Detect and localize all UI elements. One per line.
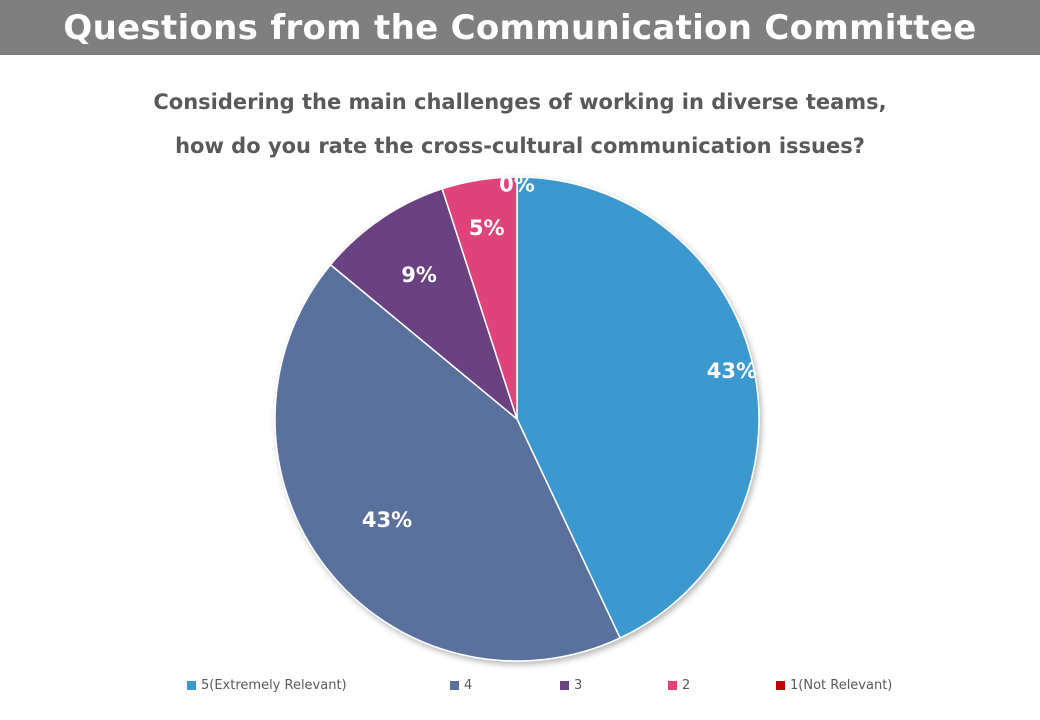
slice-label-2: 43% — [362, 508, 412, 532]
pie-slice-3 — [329, 187, 519, 422]
chart-title-line-1: Considering the main challenges of worki… — [153, 90, 887, 114]
chart-legend: 5(Extremely Relevant) 4 3 2 1(Not Releva… — [0, 678, 1040, 698]
pie-slice-2 — [274, 263, 622, 662]
slice-label-4: 5% — [469, 216, 505, 240]
legend-swatch-2 — [668, 681, 677, 690]
legend-item-3: 3 — [560, 678, 582, 693]
chart-title-line-2: how do you rate the cross-cultural commu… — [175, 134, 865, 158]
chart-title: Considering the main challenges of worki… — [0, 80, 1040, 168]
legend-item-5: 5(Extremely Relevant) — [187, 678, 347, 693]
legend-item-4: 4 — [450, 678, 472, 693]
legend-label-3: 3 — [574, 678, 583, 693]
header-title: Questions from the Communication Committ… — [63, 7, 977, 48]
legend-label-2: 2 — [682, 678, 691, 693]
slice-label-5: 0% — [499, 172, 535, 196]
header-banner: Questions from the Communication Committ… — [0, 0, 1040, 55]
legend-swatch-3 — [560, 681, 569, 690]
legend-item-2: 2 — [668, 678, 690, 693]
legend-label-5: 5(Extremely Relevant) — [201, 678, 347, 693]
pie-slice-1 — [516, 176, 760, 639]
pie-slice-4 — [441, 176, 518, 420]
legend-label-1: 1(Not Relevant) — [790, 678, 893, 693]
legend-label-4: 4 — [464, 678, 473, 693]
slice-label-3: 9% — [401, 263, 437, 287]
legend-swatch-4 — [450, 681, 459, 690]
legend-item-1: 1(Not Relevant) — [776, 678, 892, 693]
legend-swatch-5 — [187, 681, 196, 690]
legend-swatch-1 — [776, 681, 785, 690]
slice-label-1: 43% — [707, 359, 757, 383]
